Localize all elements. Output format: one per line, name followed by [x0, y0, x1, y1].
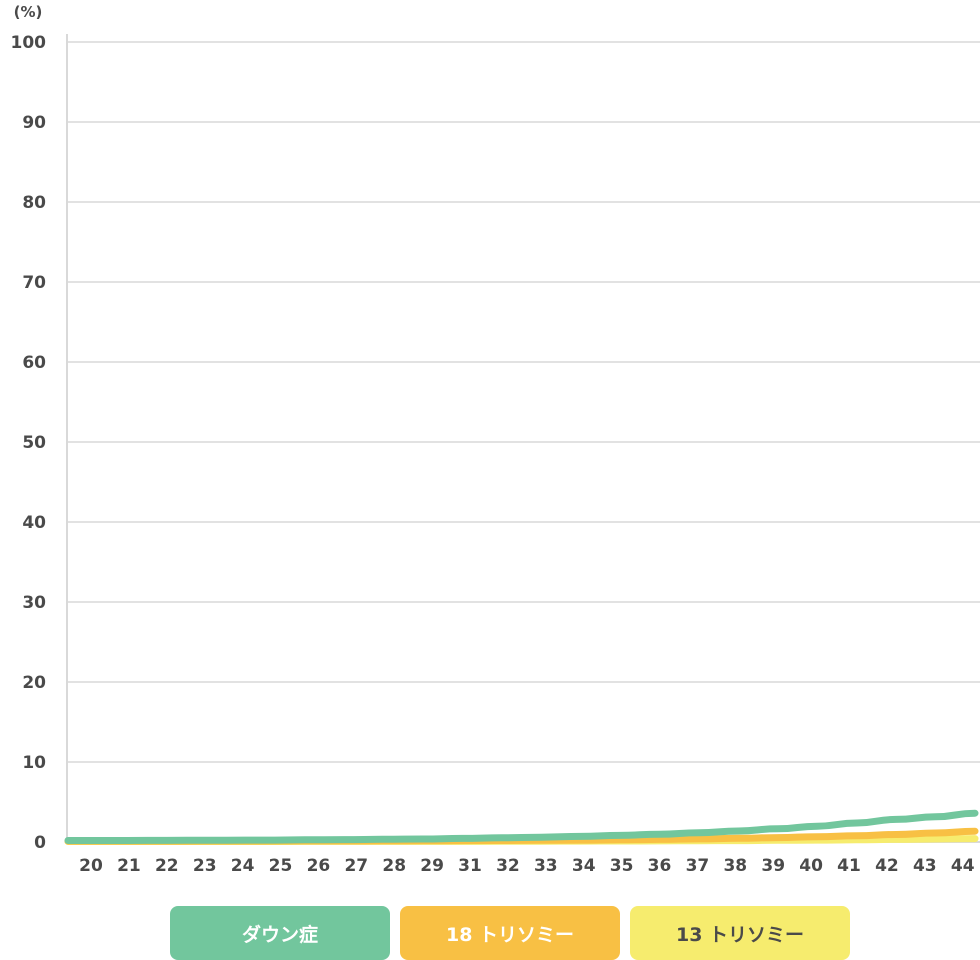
- legend-item-trisomy-18[interactable]: 18 トリソミー: [400, 906, 620, 960]
- legend-item-down-syndrome[interactable]: ダウン症: [170, 906, 390, 960]
- x-tick-label: 33: [534, 856, 558, 876]
- x-tick-label: 23: [193, 856, 217, 876]
- x-tick-label: 28: [382, 856, 406, 876]
- x-tick-label: 27: [344, 856, 368, 876]
- y-tick-label: 10: [22, 753, 46, 773]
- y-tick-label: 30: [22, 593, 46, 613]
- x-tick-label: 25: [269, 856, 293, 876]
- x-tick-label: 40: [799, 856, 823, 876]
- tick-labels: (%) 0 10 20 30 40 50 60 70 80 90 100 20 21 22 23 24 25 26…: [11, 3, 975, 876]
- legend-label: ダウン症: [241, 923, 318, 946]
- legend: ダウン症 18 トリソミー 13 トリソミー: [170, 906, 850, 960]
- x-tick-label: 26: [307, 856, 331, 876]
- gridlines: [67, 41, 980, 763]
- x-tick-label: 20: [79, 856, 103, 876]
- axes: [66, 34, 980, 844]
- legend-label: 18 トリソミー: [445, 923, 575, 946]
- y-tick-label: 0: [34, 833, 46, 853]
- legend-item-trisomy-13[interactable]: 13 トリソミー: [630, 906, 850, 960]
- x-tick-label: 35: [610, 856, 634, 876]
- x-tick-label: 42: [875, 856, 899, 876]
- series-lines: [64, 809, 979, 845]
- x-tick-label: 31: [458, 856, 482, 876]
- y-tick-label: 60: [22, 353, 46, 373]
- x-tick-label: 36: [648, 856, 672, 876]
- x-tick-label: 43: [913, 856, 937, 876]
- x-tick-label: 37: [686, 856, 710, 876]
- y-tick-label: 100: [11, 33, 47, 53]
- x-tick-label: 34: [572, 856, 596, 876]
- x-tick-label: 38: [723, 856, 747, 876]
- y-tick-label: 90: [22, 113, 46, 133]
- y-tick-label: 20: [22, 673, 46, 693]
- x-tick-label: 24: [231, 856, 255, 876]
- x-tick-label: 44: [951, 856, 975, 876]
- y-tick-label: 50: [22, 433, 46, 453]
- y-tick-label: 80: [22, 193, 46, 213]
- x-tick-label: 41: [837, 856, 861, 876]
- x-tick-label: 29: [420, 856, 444, 876]
- x-tick-label: 22: [155, 856, 179, 876]
- series-line-0: [64, 809, 979, 844]
- y-tick-label: 40: [22, 513, 46, 533]
- legend-label: 13 トリソミー: [675, 923, 805, 946]
- y-tick-label: 70: [22, 273, 46, 293]
- x-tick-label: 32: [496, 856, 520, 876]
- y-axis-unit-label: (%): [14, 3, 43, 21]
- x-tick-label: 39: [761, 856, 785, 876]
- x-tick-label: 21: [117, 856, 141, 876]
